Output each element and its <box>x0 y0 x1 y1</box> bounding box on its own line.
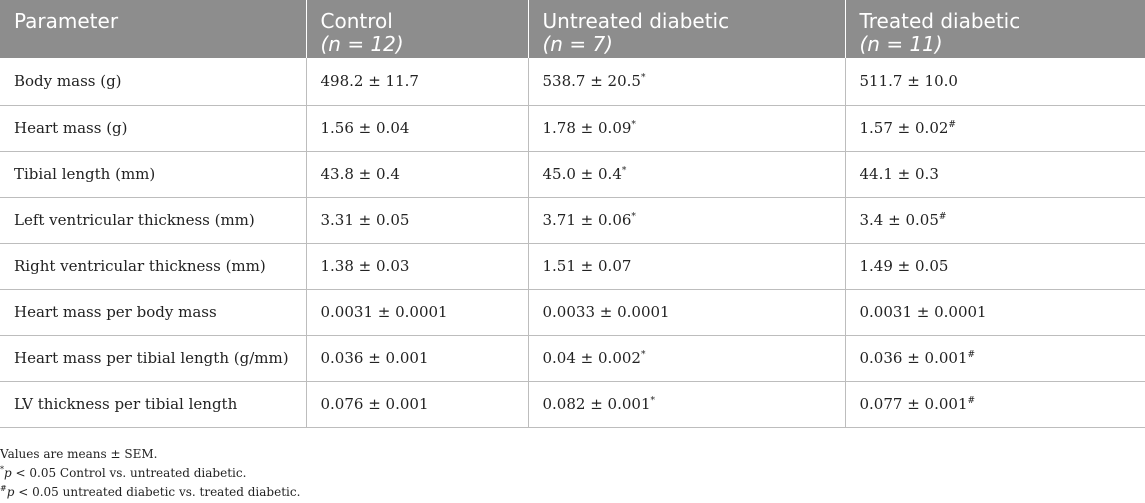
footnote-text: < 0.05 Control vs. untreated diabetic. <box>11 466 247 480</box>
header-n: (n = 11) <box>859 32 943 56</box>
control-cell: 0.076 ± 0.001 <box>306 381 529 428</box>
header-parameter: Parameter <box>0 0 307 58</box>
results-table-container: Parameter Control (n = 12) Untreated dia… <box>0 0 1145 428</box>
treated-cell: 1.49 ± 0.05 <box>845 243 1145 290</box>
value: 0.0033 ± 0.0001 <box>542 303 670 321</box>
param-cell: Left ventricular thickness (mm) <box>0 197 307 244</box>
header-untreated-diabetic: Untreated diabetic (n = 7) <box>528 0 846 58</box>
footnote-values: Values are means ± SEM. <box>0 447 158 461</box>
treated-cell: 0.0031 ± 0.0001 <box>845 289 1145 336</box>
untreated-cell: 3.71 ± 0.06* <box>528 197 846 244</box>
footnote-untreated-vs-treated: #p < 0.05 untreated diabetic vs. treated… <box>0 483 300 502</box>
results-table: Parameter Control (n = 12) Untreated dia… <box>0 0 1145 428</box>
value: 1.49 ± 0.05 <box>859 257 949 275</box>
value: 538.7 ± 20.5 <box>542 72 641 91</box>
header-label: Untreated diabetic <box>542 9 730 33</box>
param-cell: Body mass (g) <box>0 58 307 106</box>
value: 511.7 ± 10.0 <box>859 72 958 91</box>
treated-cell: 0.077 ± 0.001# <box>845 381 1145 428</box>
table-row: Heart mass (g) 1.56 ± 0.04 1.78 ± 0.09* … <box>0 105 1145 152</box>
param-cell: Heart mass per tibial length (g/mm) <box>0 335 307 382</box>
treated-cell: 1.57 ± 0.02# <box>845 105 1145 152</box>
value: 0.036 ± 0.001 <box>320 349 429 367</box>
control-cell: 43.8 ± 0.4 <box>306 151 529 198</box>
significance-mark: * <box>640 73 646 84</box>
significance-mark: # <box>967 350 976 360</box>
header-n: (n = 7) <box>542 32 613 56</box>
significance-mark: # <box>948 120 956 130</box>
value: 498.2 ± 11.7 <box>320 72 419 91</box>
value: 3.4 ± 0.05 <box>859 211 939 229</box>
untreated-cell: 1.51 ± 0.07 <box>528 243 846 290</box>
significance-mark: * <box>621 166 627 176</box>
untreated-cell: 45.0 ± 0.4* <box>528 151 846 198</box>
untreated-cell: 0.082 ± 0.001* <box>528 381 846 428</box>
significance-mark: * <box>631 120 636 130</box>
untreated-cell: 1.78 ± 0.09* <box>528 105 846 152</box>
untreated-cell: 538.7 ± 20.5* <box>528 58 846 106</box>
table-row: Heart mass per body mass 0.0031 ± 0.0001… <box>0 289 1145 336</box>
value: 1.57 ± 0.02 <box>859 119 949 137</box>
header-control: Control (n = 12) <box>306 0 529 58</box>
control-cell: 3.31 ± 0.05 <box>306 197 529 244</box>
control-cell: 1.56 ± 0.04 <box>306 105 529 152</box>
header-n: (n = 12) <box>320 32 404 56</box>
value: 1.38 ± 0.03 <box>320 257 410 275</box>
value: 0.077 ± 0.001 <box>859 395 968 413</box>
param-cell: Heart mass (g) <box>0 105 307 152</box>
param-cell: Heart mass per body mass <box>0 289 307 336</box>
treated-cell: 44.1 ± 0.3 <box>845 151 1145 198</box>
significance-mark: * <box>631 212 636 222</box>
table-row: Right ventricular thickness (mm) 1.38 ± … <box>0 243 1145 290</box>
value: 45.0 ± 0.4 <box>542 165 622 183</box>
header-label: Treated diabetic <box>859 9 1021 33</box>
value: 43.8 ± 0.4 <box>320 165 400 183</box>
footnote-control-vs-untreated: *p < 0.05 Control vs. untreated diabetic… <box>0 464 300 483</box>
table-row: Tibial length (mm) 43.8 ± 0.4 45.0 ± 0.4… <box>0 151 1145 198</box>
table-row: LV thickness per tibial length 0.076 ± 0… <box>0 381 1145 428</box>
value: 0.076 ± 0.001 <box>320 395 429 413</box>
header-label: Control <box>320 9 393 33</box>
value: 3.31 ± 0.05 <box>320 211 410 229</box>
significance-mark: * <box>650 396 656 406</box>
control-cell: 498.2 ± 11.7 <box>306 58 529 106</box>
untreated-cell: 0.0033 ± 0.0001 <box>528 289 846 336</box>
value: 0.036 ± 0.001 <box>859 349 968 367</box>
value: 0.0031 ± 0.0001 <box>320 303 448 321</box>
table-header-row: Parameter Control (n = 12) Untreated dia… <box>0 0 1145 58</box>
header-treated-diabetic: Treated diabetic (n = 11) <box>845 0 1145 58</box>
untreated-cell: 0.04 ± 0.002* <box>528 335 846 382</box>
table-footnotes: Values are means ± SEM. *p < 0.05 Contro… <box>0 445 300 502</box>
value: 1.51 ± 0.07 <box>542 257 632 275</box>
control-cell: 1.38 ± 0.03 <box>306 243 529 290</box>
treated-cell: 511.7 ± 10.0 <box>845 58 1145 106</box>
footnote-mark: * <box>0 465 4 474</box>
param-cell: Tibial length (mm) <box>0 151 307 198</box>
table-row: Left ventricular thickness (mm) 3.31 ± 0… <box>0 197 1145 244</box>
param-cell: LV thickness per tibial length <box>0 381 307 428</box>
control-cell: 0.0031 ± 0.0001 <box>306 289 529 336</box>
header-label: Parameter <box>14 9 119 33</box>
treated-cell: 3.4 ± 0.05# <box>845 197 1145 244</box>
significance-mark: # <box>967 396 976 406</box>
significance-mark: * <box>640 350 646 360</box>
table-row: Heart mass per tibial length (g/mm) 0.03… <box>0 335 1145 382</box>
table-row: Body mass (g) 498.2 ± 11.7 538.7 ± 20.5*… <box>0 58 1145 106</box>
significance-mark: # <box>938 212 947 222</box>
footnote-text: < 0.05 untreated diabetic vs. treated di… <box>14 485 301 499</box>
footnote-mark: # <box>0 484 7 493</box>
p-symbol: p <box>6 485 15 499</box>
treated-cell: 0.036 ± 0.001# <box>845 335 1145 382</box>
value: 44.1 ± 0.3 <box>859 165 939 183</box>
value: 0.082 ± 0.001 <box>542 395 651 413</box>
param-cell: Right ventricular thickness (mm) <box>0 243 307 290</box>
value: 1.56 ± 0.04 <box>320 119 410 137</box>
p-symbol: p <box>4 466 12 480</box>
control-cell: 0.036 ± 0.001 <box>306 335 529 382</box>
value: 1.78 ± 0.09 <box>542 119 632 137</box>
value: 3.71 ± 0.06 <box>542 211 632 229</box>
value: 0.0031 ± 0.0001 <box>859 303 987 321</box>
value: 0.04 ± 0.002 <box>542 349 641 367</box>
